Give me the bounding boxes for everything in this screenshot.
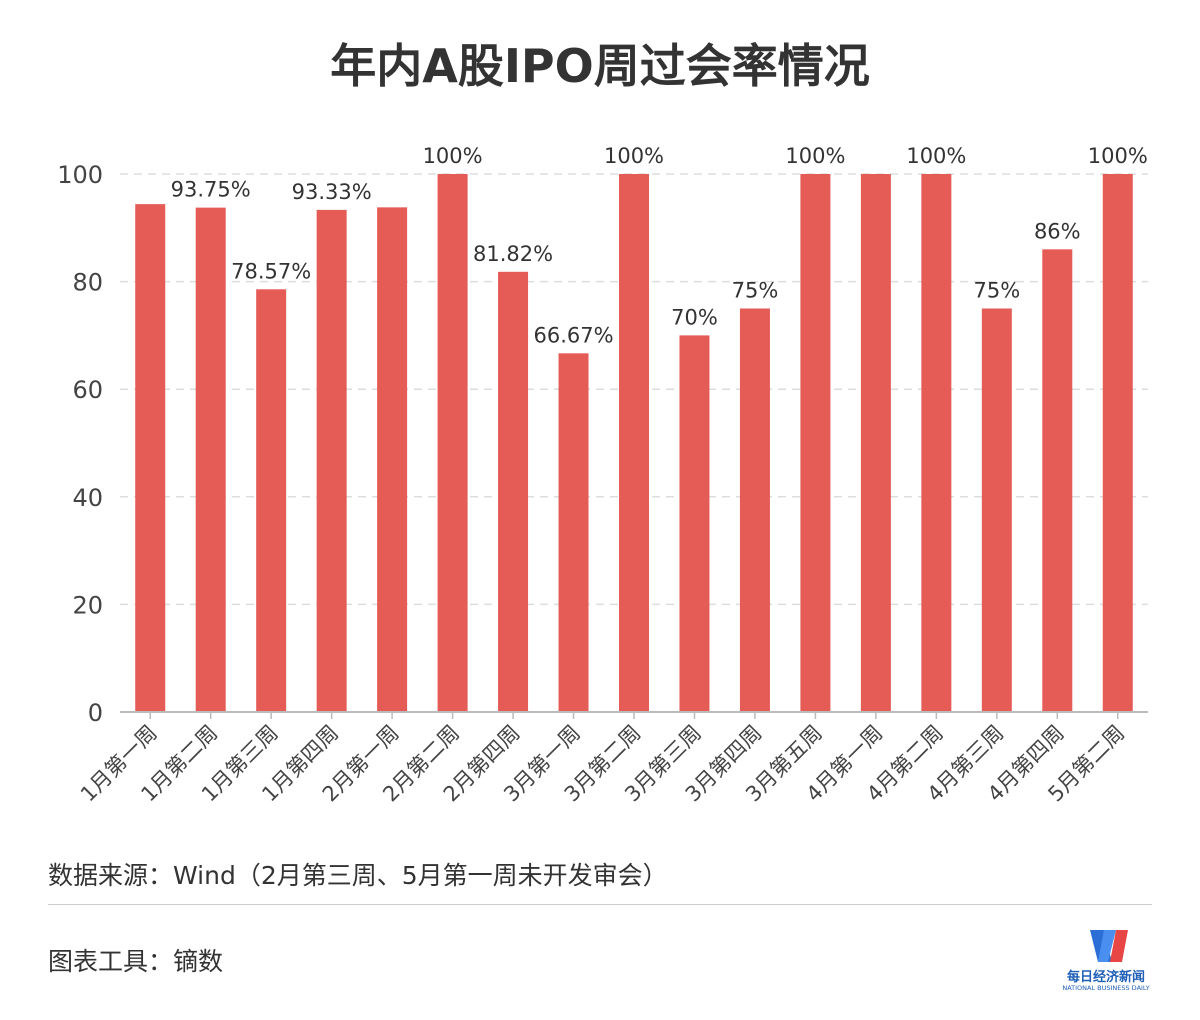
chart-title: 年内A股IPO周过会率情况 xyxy=(330,39,870,93)
y-tick-label: 20 xyxy=(72,591,103,619)
logo-name-en: NATIONAL BUSINESS DAILY xyxy=(1062,984,1150,992)
bar xyxy=(256,289,287,712)
logo-mark-icon xyxy=(1090,930,1128,962)
data-label: 66.67% xyxy=(533,323,613,347)
bar xyxy=(1102,174,1133,712)
data-label: 100% xyxy=(604,144,664,168)
data-label: 100% xyxy=(1088,144,1148,168)
data-label: 86% xyxy=(1034,219,1081,243)
bar xyxy=(195,207,226,712)
data-label: 100% xyxy=(785,144,845,168)
data-label: 100% xyxy=(906,144,966,168)
nbd-logo: 每日经济新闻 NATIONAL BUSINESS DAILY xyxy=(1058,926,1158,996)
bar xyxy=(498,271,529,712)
data-label: 70% xyxy=(671,305,718,329)
logo-name-cn: 每日经济新闻 xyxy=(1066,970,1145,985)
bar xyxy=(679,335,710,712)
data-label: 78.57% xyxy=(231,259,311,283)
bar xyxy=(921,174,952,712)
data-label: 75% xyxy=(732,279,779,303)
bar-chart: 0204060801001月第一周93.75%1月第二周78.57%1月第三周9… xyxy=(57,144,1148,806)
data-label: 75% xyxy=(973,279,1020,303)
y-tick-label: 40 xyxy=(72,484,103,512)
bar xyxy=(800,174,831,712)
bar xyxy=(981,308,1012,712)
bar xyxy=(860,174,891,712)
bar xyxy=(739,308,770,712)
bar xyxy=(316,209,347,713)
y-tick-label: 0 xyxy=(88,699,103,727)
bar xyxy=(619,174,649,712)
chart-tool-credit: 图表工具：镝数 xyxy=(48,947,224,976)
data-label: 93.75% xyxy=(171,178,251,202)
y-tick-label: 60 xyxy=(72,376,103,404)
bar xyxy=(437,174,468,712)
data-source: 数据来源：Wind（2月第三周、5月第一周未开发审会） xyxy=(48,861,668,890)
bar xyxy=(558,353,589,712)
data-label: 100% xyxy=(423,144,483,168)
bar xyxy=(1042,249,1073,712)
data-label: 81.82% xyxy=(473,242,553,266)
divider xyxy=(48,904,1152,905)
bar xyxy=(135,204,166,713)
bar xyxy=(377,207,408,712)
data-label: 93.33% xyxy=(292,180,372,204)
y-tick-label: 100 xyxy=(57,161,103,189)
y-tick-label: 80 xyxy=(72,269,103,297)
